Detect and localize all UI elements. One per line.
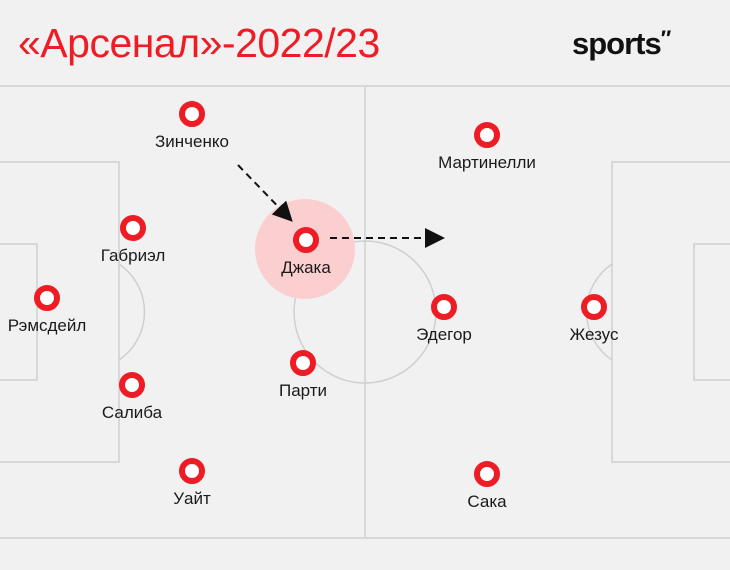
player-marker <box>474 122 500 148</box>
right-penalty-box <box>611 161 730 463</box>
page-title: «Арсенал»-2022/23 <box>18 20 380 66</box>
player-name: Зинченко <box>155 132 229 151</box>
player-name: Эдегор <box>416 325 472 344</box>
left-penalty-arc <box>118 263 146 361</box>
player-name: Уайт <box>173 489 211 508</box>
right-goal-area <box>693 243 730 381</box>
player-name: Рэмсдейл <box>7 316 87 335</box>
player-marker <box>474 461 500 487</box>
player-name: Мартинелли <box>438 153 536 172</box>
left-penalty-box <box>0 161 120 463</box>
player-marker <box>120 215 146 241</box>
player-name: Сака <box>467 492 507 511</box>
arrow-zinchenko-to-xhaka <box>237 164 293 222</box>
left-goal-area <box>0 243 38 381</box>
player-name: Салиба <box>101 403 163 422</box>
player-name: Джака <box>281 258 331 277</box>
player-marker <box>34 285 60 311</box>
player-marker <box>581 294 607 320</box>
player-marker <box>293 227 319 253</box>
player-marker <box>431 294 457 320</box>
sports-logo: sports″ <box>572 26 671 61</box>
player-marker <box>179 101 205 127</box>
player-marker <box>290 350 316 376</box>
player-name: Габриэл <box>100 246 166 265</box>
player-name: Парти <box>278 381 328 400</box>
player-marker <box>119 372 145 398</box>
player-name: Жезус <box>569 325 619 344</box>
player-marker <box>179 458 205 484</box>
